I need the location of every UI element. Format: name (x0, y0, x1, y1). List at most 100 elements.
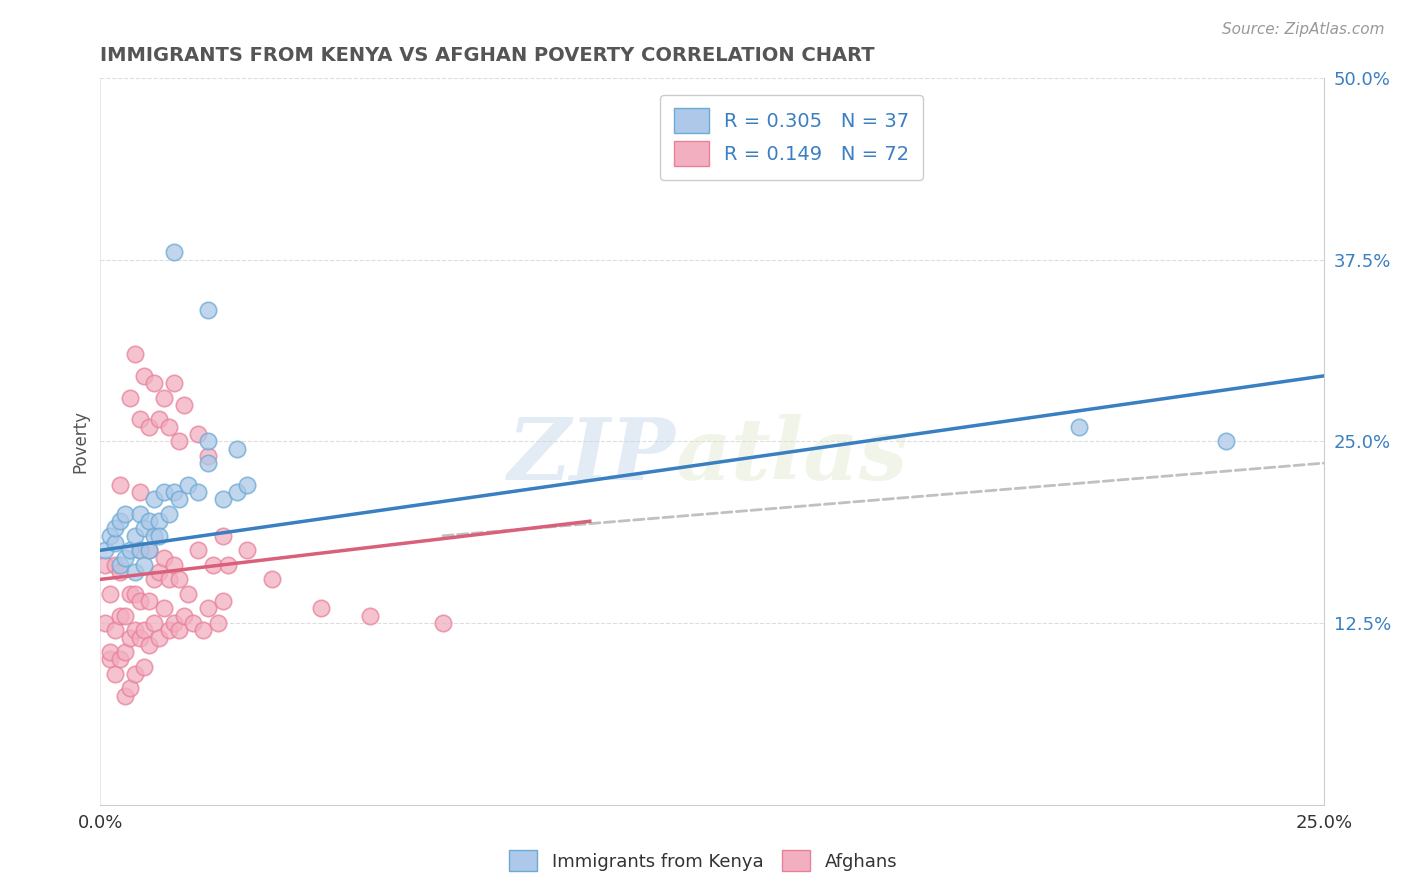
Text: ZIP: ZIP (508, 414, 675, 498)
Point (128, 507, 150, 521)
Text: Source: ZipAtlas.com: Source: ZipAtlas.com (1222, 22, 1385, 37)
Point (211, 529, 233, 543)
Point (143, 492, 166, 507)
Point (114, 507, 136, 521)
Point (98, 587, 121, 601)
Point (163, 376, 186, 391)
Point (153, 601, 176, 615)
Point (118, 543, 141, 558)
Point (138, 638, 160, 652)
Point (134, 624, 156, 638)
Point (134, 659, 156, 673)
Point (124, 529, 146, 543)
Point (108, 478, 131, 492)
Point (191, 624, 214, 638)
Point (98, 645, 121, 659)
Point (153, 391, 176, 405)
Point (108, 652, 131, 666)
Point (134, 368, 156, 383)
Legend: R = 0.305   N = 37, R = 0.149   N = 72: R = 0.305 N = 37, R = 0.149 N = 72 (661, 95, 924, 180)
Point (143, 376, 166, 391)
Point (104, 536, 127, 550)
Legend: Immigrants from Kenya, Afghans: Immigrants from Kenya, Afghans (502, 843, 904, 879)
Point (236, 478, 259, 492)
Point (148, 529, 170, 543)
Point (108, 608, 131, 623)
Point (187, 427, 209, 442)
Point (128, 485, 150, 500)
Point (94, 558, 117, 572)
Point (118, 631, 141, 645)
Point (134, 558, 156, 572)
Point (124, 624, 146, 638)
Point (143, 573, 166, 587)
Point (167, 492, 190, 507)
Point (108, 514, 131, 528)
Point (143, 529, 166, 543)
Point (167, 434, 190, 449)
Point (217, 558, 239, 572)
Point (359, 608, 381, 623)
Point (260, 573, 283, 587)
Point (128, 412, 150, 426)
Point (128, 543, 150, 558)
Point (118, 391, 141, 405)
Point (138, 594, 160, 608)
Point (197, 601, 219, 615)
Point (124, 565, 146, 579)
Point (108, 565, 131, 579)
Point (177, 587, 200, 601)
Point (148, 631, 170, 645)
Point (104, 521, 127, 535)
Point (94, 543, 117, 558)
Point (134, 521, 156, 535)
Point (114, 550, 136, 565)
Point (118, 587, 141, 601)
Point (157, 507, 180, 521)
Point (183, 615, 205, 630)
Point (432, 615, 454, 630)
Point (236, 543, 259, 558)
Point (153, 485, 176, 500)
Point (114, 608, 136, 623)
Point (148, 412, 170, 426)
Point (138, 419, 160, 434)
Point (98, 529, 121, 543)
Point (309, 601, 332, 615)
Point (201, 558, 224, 572)
Point (128, 543, 150, 558)
Point (114, 689, 136, 703)
Point (197, 449, 219, 463)
Point (108, 558, 131, 572)
Point (163, 485, 186, 500)
Point (167, 573, 190, 587)
Point (148, 565, 170, 579)
Point (138, 543, 160, 558)
Point (163, 558, 186, 572)
Point (157, 624, 180, 638)
Point (104, 558, 127, 572)
Point (128, 594, 150, 608)
Point (98, 652, 121, 666)
Point (163, 615, 186, 630)
Point (197, 303, 219, 318)
Point (153, 550, 176, 565)
Point (104, 624, 127, 638)
Point (128, 631, 150, 645)
Point (211, 594, 233, 608)
Point (118, 681, 141, 696)
Point (124, 347, 146, 361)
Point (173, 398, 195, 412)
Point (138, 543, 160, 558)
Point (104, 666, 127, 681)
Point (197, 456, 219, 470)
Point (226, 442, 249, 456)
Point (138, 514, 160, 528)
Y-axis label: Poverty: Poverty (72, 409, 89, 473)
Point (157, 419, 180, 434)
Point (187, 543, 209, 558)
Text: IMMIGRANTS FROM KENYA VS AFGHAN POVERTY CORRELATION CHART: IMMIGRANTS FROM KENYA VS AFGHAN POVERTY … (100, 46, 875, 65)
Point (163, 245, 186, 260)
Text: atlas: atlas (675, 414, 908, 498)
Point (187, 485, 209, 500)
